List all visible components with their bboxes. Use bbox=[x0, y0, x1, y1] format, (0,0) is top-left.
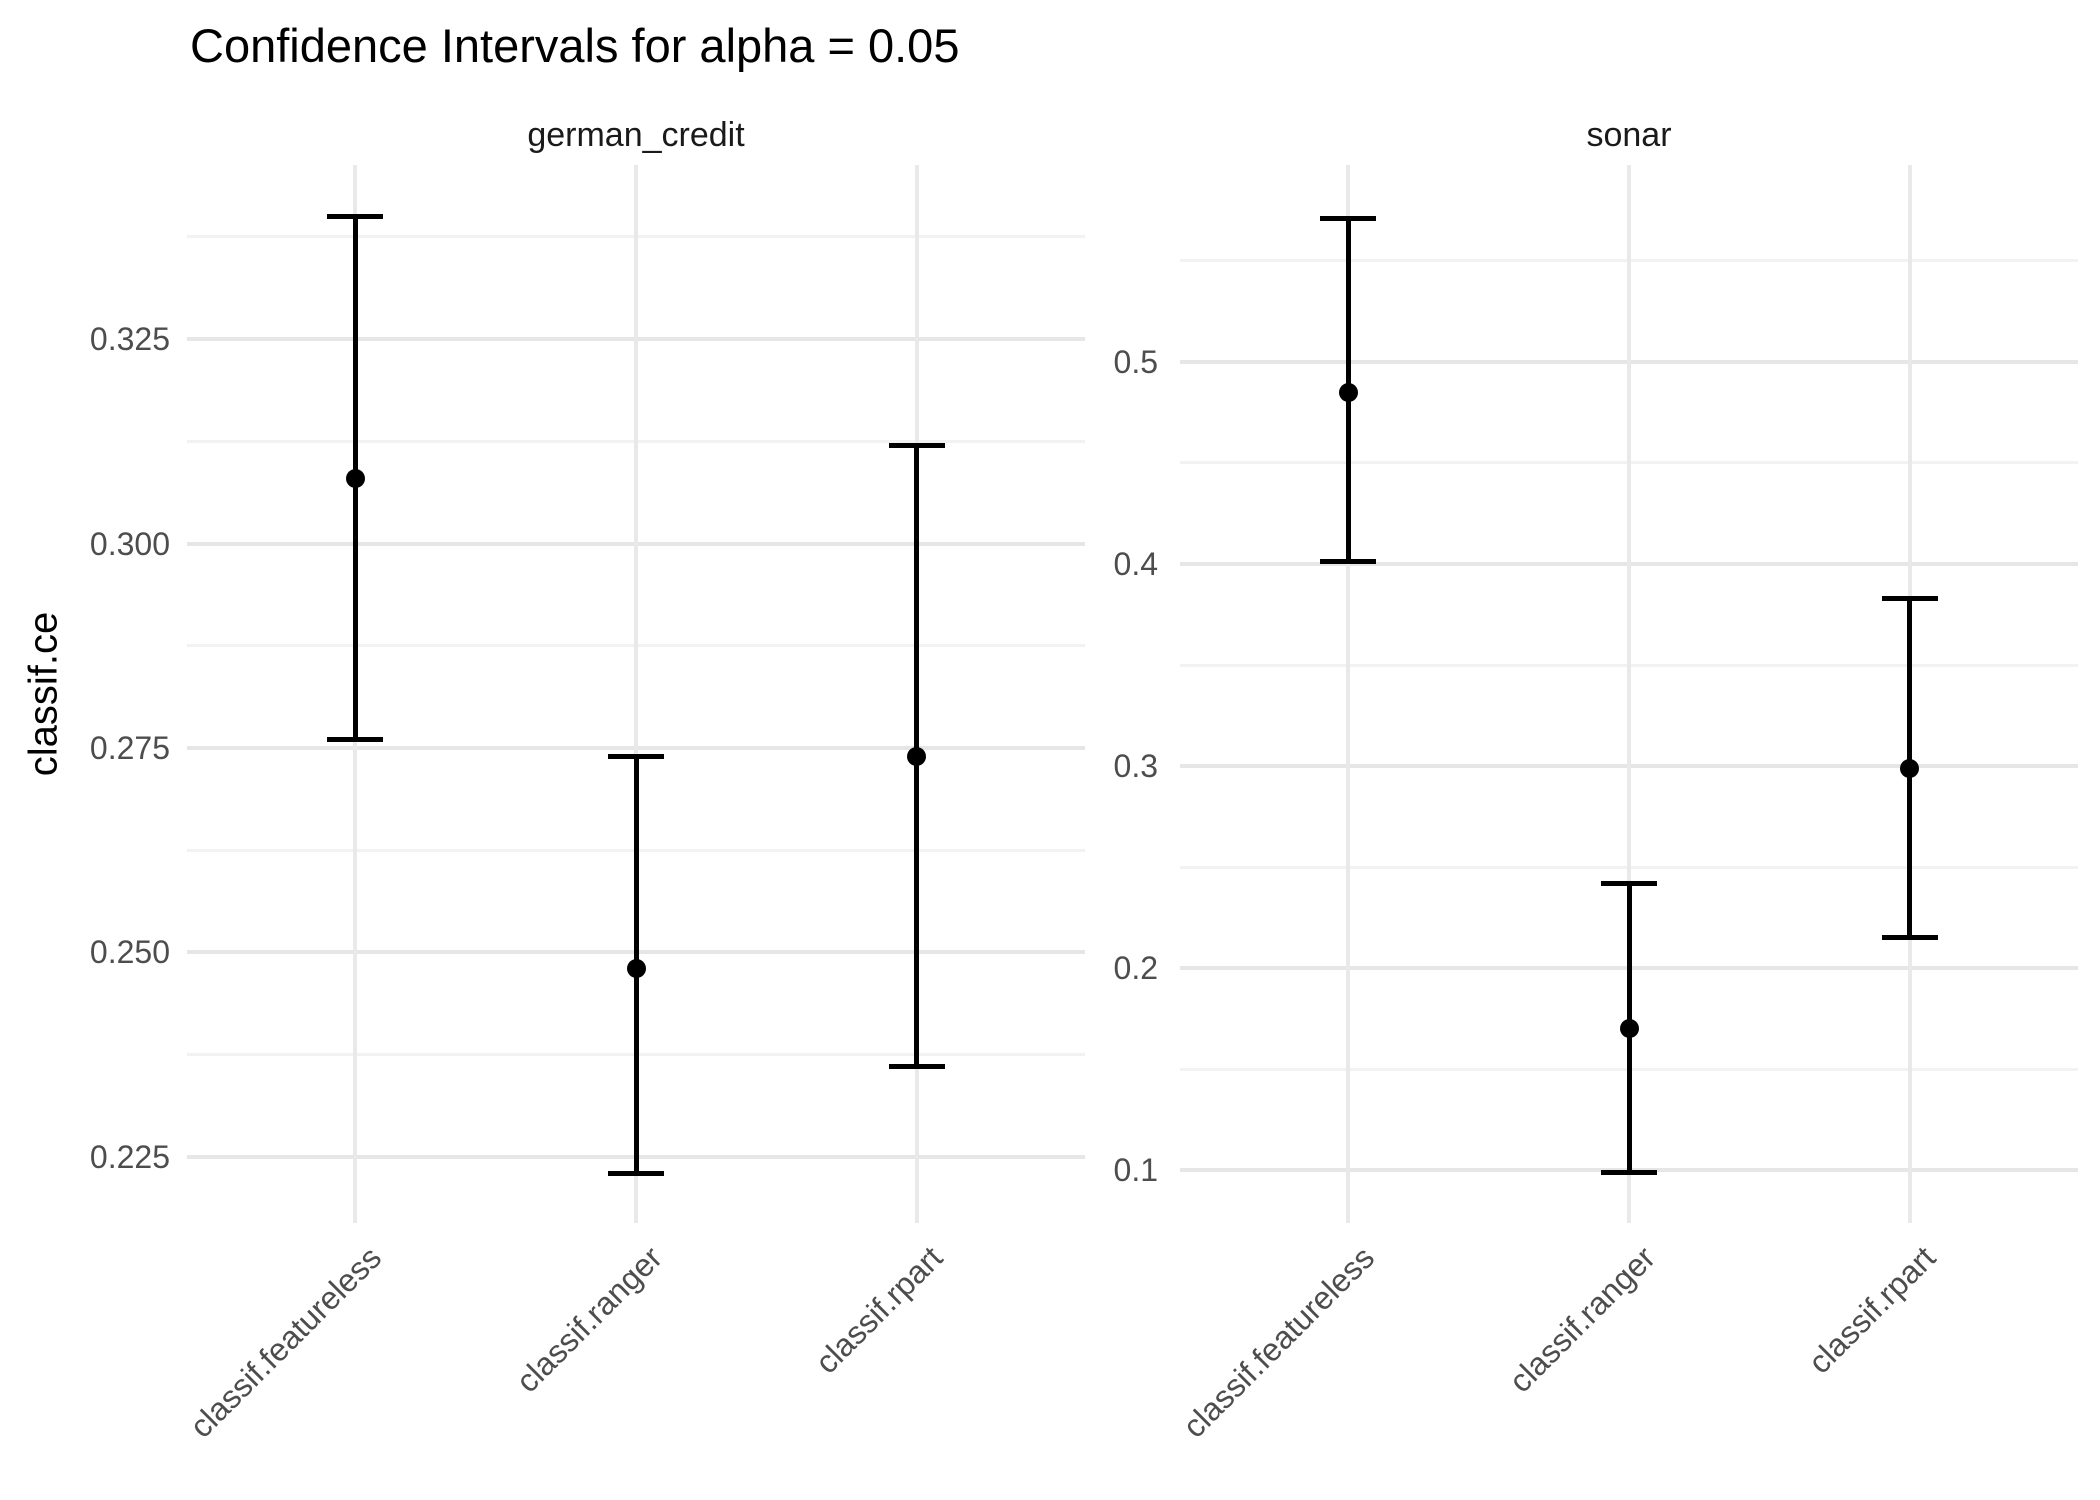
errorbar-cap-bottom bbox=[327, 737, 383, 742]
x-tick-label: classif.ranger bbox=[508, 1239, 669, 1400]
vertical-gridline bbox=[1346, 165, 1350, 1223]
errorbar-cap-top bbox=[327, 214, 383, 219]
vertical-gridline bbox=[1627, 165, 1631, 1223]
y-tick-label: 0.3 bbox=[1113, 748, 1158, 784]
errorbar-cap-bottom bbox=[1882, 935, 1938, 940]
x-tick-label: classif.rpart bbox=[1801, 1239, 1943, 1381]
y-tick-label: 0.4 bbox=[1113, 546, 1158, 582]
point-mean bbox=[907, 747, 926, 766]
x-tick-label: classif.featureless bbox=[1175, 1239, 1382, 1445]
errorbar-cap-bottom bbox=[608, 1171, 664, 1176]
errorbar-cap-bottom bbox=[1320, 559, 1376, 564]
y-tick-label: 0.1 bbox=[1113, 1152, 1158, 1188]
y-axis-title: classif.ce bbox=[21, 611, 66, 777]
vertical-gridline bbox=[634, 165, 638, 1223]
y-tick-label: 0.275 bbox=[89, 730, 170, 766]
errorbar-cap-top bbox=[889, 443, 945, 448]
point-mean bbox=[627, 959, 646, 978]
errorbar-cap-top bbox=[1601, 881, 1657, 886]
y-tick-label: 0.325 bbox=[89, 321, 170, 357]
x-tick-label: classif.ranger bbox=[1501, 1239, 1662, 1400]
point-mean bbox=[1339, 383, 1358, 402]
point-mean bbox=[1900, 759, 1919, 778]
errorbar-cap-bottom bbox=[1601, 1170, 1657, 1175]
y-tick-label: 0.2 bbox=[1113, 950, 1158, 986]
errorbar-cap-bottom bbox=[889, 1064, 945, 1069]
x-tick-label: classif.rpart bbox=[808, 1239, 950, 1381]
plot-title: Confidence Intervals for alpha = 0.05 bbox=[190, 19, 960, 72]
y-tick-label: 0.300 bbox=[89, 526, 170, 562]
x-tick-label: classif.featureless bbox=[182, 1239, 389, 1445]
point-mean bbox=[1620, 1019, 1639, 1038]
facet-label-german-credit: german_credit bbox=[527, 116, 745, 154]
errorbar-cap-top bbox=[608, 754, 664, 759]
point-mean bbox=[346, 469, 365, 488]
errorbar-cap-top bbox=[1320, 216, 1376, 221]
y-tick-label: 0.250 bbox=[89, 934, 170, 970]
facet-label-sonar: sonar bbox=[1586, 116, 1672, 154]
y-tick-label: 0.5 bbox=[1113, 344, 1158, 380]
errorbar-cap-top bbox=[1882, 596, 1938, 601]
y-tick-label: 0.225 bbox=[89, 1139, 170, 1175]
